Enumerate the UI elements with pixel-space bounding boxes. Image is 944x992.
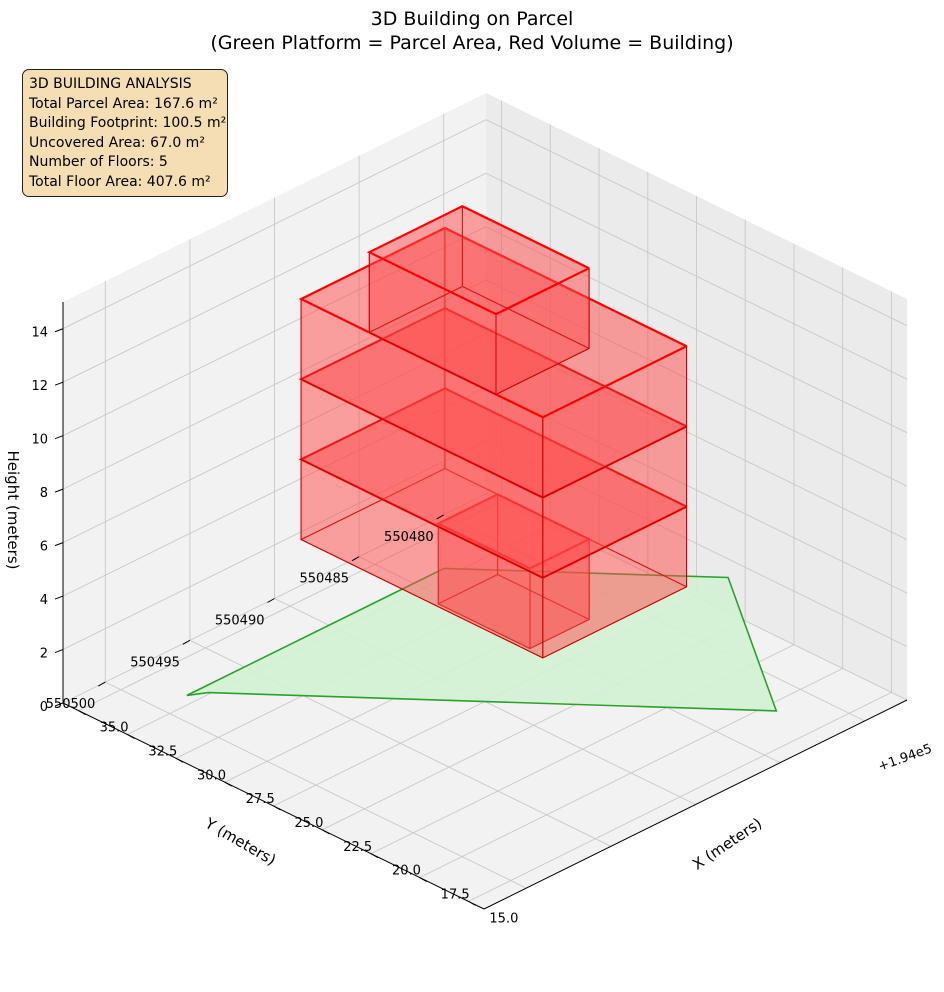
building-floor-2 — [298, 387, 688, 659]
z-tick-mark — [54, 542, 64, 547]
z-grid-line — [62, 226, 908, 437]
x-tick-label: 17.5 — [441, 888, 470, 903]
x-tick-mark — [468, 900, 476, 906]
x-tick-mark — [78, 710, 86, 716]
y-tick-label: 550480 — [384, 530, 434, 545]
y-tick-label: 550490 — [215, 614, 265, 629]
x-tick-label: 27.5 — [246, 792, 275, 807]
y-tick-mark — [98, 681, 106, 687]
x-tick-label: 22.5 — [343, 840, 372, 855]
x-tick-label: 25.0 — [295, 816, 324, 831]
z-tick-label: 6 — [40, 540, 48, 555]
analysis-box: 3D BUILDING ANALYSIS Total Parcel Area: … — [22, 69, 228, 197]
z-tick-mark — [54, 435, 64, 440]
y-tick-label: 550495 — [130, 655, 180, 670]
x-tick-label: 32.5 — [148, 744, 177, 759]
z-tick-label: 14 — [31, 326, 48, 341]
x-tick-mark — [224, 781, 233, 787]
z-grid-line — [62, 279, 908, 490]
analysis-floor-area: Total Floor Area: 407.6 m² — [29, 173, 211, 190]
z-tick-mark — [54, 328, 64, 333]
x-tick-label: 35.0 — [100, 721, 129, 736]
y-tick-mark — [182, 639, 191, 645]
z-grid-line — [62, 493, 908, 704]
z-tick-label: 4 — [40, 593, 48, 608]
z-tick-mark — [54, 702, 64, 707]
x-tick-label: 30.0 — [197, 768, 226, 783]
x-axis-line — [483, 699, 908, 910]
z-tick-label: 0 — [40, 700, 48, 715]
x-axis-label: X (meters) — [689, 814, 765, 873]
z-grid-line — [62, 439, 908, 650]
z-axis-label: Height (meters) — [4, 451, 22, 570]
building-floor-4 — [298, 226, 688, 498]
x-tick-label: 15.0 — [489, 911, 518, 926]
analysis-floors: Number of Floors: 5 — [29, 154, 168, 171]
chart-subtitle: (Green Platform = Parcel Area, Red Volum… — [210, 32, 733, 54]
x-tick-mark — [175, 757, 184, 763]
y-tick-mark — [267, 598, 275, 603]
parcel-platform — [186, 567, 778, 712]
parcel-polygon — [186, 567, 778, 712]
analysis-parcel-area: Total Parcel Area: 167.6 m² — [29, 95, 218, 112]
z-tick-mark — [54, 488, 64, 493]
analysis-footprint: Building Footprint: 100.5 m² — [29, 115, 227, 132]
analysis-heading: 3D BUILDING ANALYSIS — [29, 76, 192, 92]
z-tick-label: 10 — [31, 433, 48, 448]
z-tick-label: 2 — [40, 647, 48, 662]
chart-title: 3D Building on Parcel — [371, 8, 574, 30]
building-top-edge — [366, 204, 590, 316]
x-tick-mark — [127, 734, 135, 739]
z-tick-mark — [54, 381, 64, 386]
building-top-edge — [298, 226, 688, 419]
x-tick-mark — [273, 805, 281, 811]
z-tick-label: 8 — [40, 486, 48, 501]
y-axis-label: Y (meters) — [201, 814, 279, 869]
z-tick-label: 12 — [31, 379, 48, 394]
z-tick-mark — [54, 595, 64, 600]
y-tick-mark — [351, 556, 360, 562]
x-tick-mark — [321, 829, 330, 835]
z-grid-line — [62, 386, 908, 597]
y-tick-label: 550485 — [299, 572, 349, 587]
z-tick-mark — [54, 649, 64, 654]
building-floor-3 — [298, 306, 688, 579]
x-tick-mark — [419, 877, 427, 882]
y-tick-label: 550500 — [46, 697, 96, 712]
building-floor-1 — [435, 493, 590, 650]
z-grid-line — [62, 333, 908, 544]
analysis-uncovered: Uncovered Area: 67.0 m² — [29, 134, 205, 151]
x-offset-label: +1.94e5 — [876, 741, 934, 774]
building-floor-5 — [366, 204, 590, 395]
building-volume — [298, 204, 688, 659]
z-grid-line — [62, 119, 908, 330]
tick-labels: 15.0 17.5 20.0 22.5 25.0 27.5 30.0 32.5 35.0 5504… — [31, 326, 518, 927]
x-tick-label: 20.0 — [392, 864, 421, 879]
y-tick-mark — [436, 514, 444, 520]
z-grid-line — [62, 172, 908, 383]
x-tick-mark — [370, 853, 379, 859]
